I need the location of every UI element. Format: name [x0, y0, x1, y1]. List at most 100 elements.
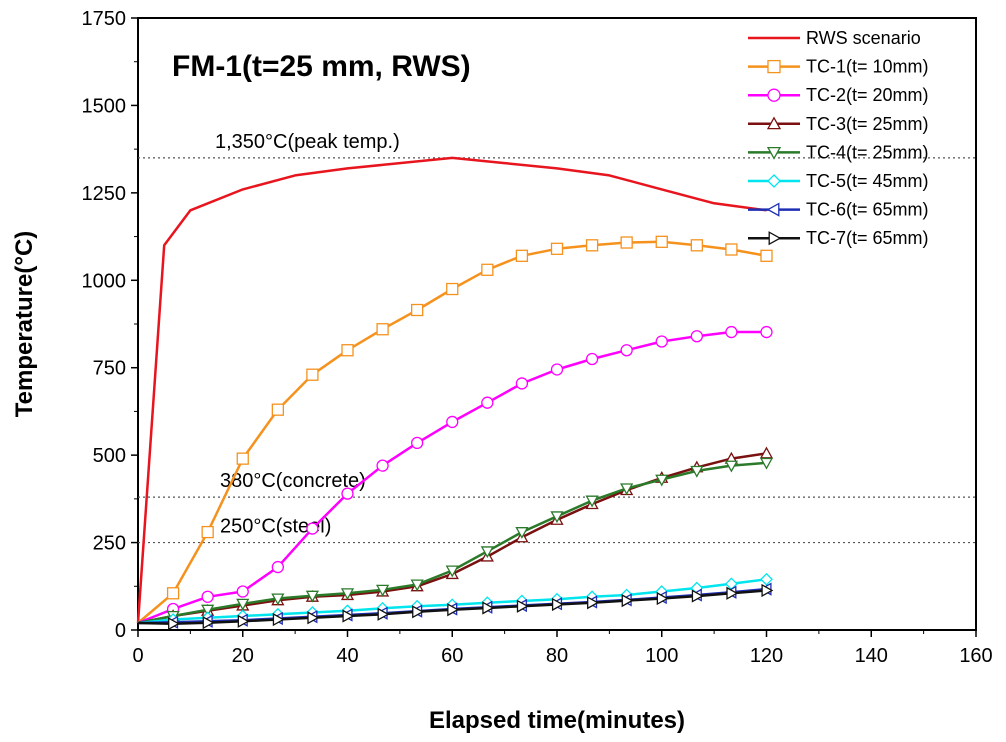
y-axis-title: Temperature(°C): [11, 231, 38, 418]
legend-item: TC-4(t= 25mm): [748, 142, 929, 162]
data-point: [585, 495, 599, 508]
data-point: [690, 239, 703, 252]
legend-item: RWS scenario: [748, 28, 921, 48]
legend-item: TC-7(t= 65mm): [748, 228, 929, 248]
data-point: [620, 483, 634, 496]
data-point: [411, 436, 424, 450]
data-point: [587, 596, 599, 610]
x-tick-label: 80: [546, 645, 568, 667]
y-tick-label: 1500: [82, 95, 127, 117]
data-point: [550, 242, 564, 255]
data-point: [341, 487, 354, 500]
data-point: [271, 593, 285, 606]
data-point: [446, 415, 459, 429]
legend-item: TC-2(t= 20mm): [748, 85, 929, 105]
legend-label: RWS scenario: [806, 28, 921, 48]
data-point: [271, 560, 284, 574]
data-point: [760, 572, 773, 586]
data-point: [447, 603, 460, 617]
reference-lines: 1,350°C(peak temp.) 380°C(concrete) 250°C(…: [138, 131, 976, 544]
series-6: [137, 572, 773, 626]
series-1: [136, 156, 767, 624]
y-tick-label: 0: [115, 620, 126, 642]
data-point: [585, 352, 599, 366]
series-2: [137, 235, 773, 624]
data-point: [446, 282, 459, 296]
x-axis-title: Elapsed time(minutes): [429, 707, 685, 734]
data-point: [271, 403, 284, 416]
data-point: [766, 202, 780, 217]
data-point: [759, 457, 774, 470]
data-point: [516, 599, 529, 613]
data-point: [307, 611, 320, 625]
data-point: [515, 527, 529, 539]
y-tick-label: 500: [93, 445, 126, 467]
data-point: [585, 239, 599, 252]
reference-line-label: 380°C(concrete): [220, 470, 366, 492]
legend-item: TC-5(t= 45mm): [748, 171, 929, 191]
data-point: [766, 116, 782, 130]
data-point: [412, 605, 424, 619]
legend-label: TC-5(t= 45mm): [806, 171, 929, 191]
data-point: [272, 612, 285, 627]
x-tick-label: 0: [132, 645, 143, 667]
series-3: [137, 325, 773, 625]
reference-line-label: 250°C(steel): [220, 516, 331, 538]
x-tick-label: 60: [441, 645, 463, 667]
data-point: [550, 363, 564, 376]
data-point: [656, 591, 669, 606]
data-point: [726, 586, 739, 600]
data-point: [376, 323, 389, 336]
legend-label: TC-2(t= 20mm): [806, 85, 929, 105]
y-tick-label: 250: [93, 533, 126, 555]
data-point: [725, 325, 738, 339]
data-point: [760, 325, 773, 339]
x-tick-label: 140: [855, 645, 888, 667]
legend: RWS scenario TC-1(t= 10mm) TC-2(t= 20mm) TC…: [748, 28, 929, 248]
data-point: [166, 587, 180, 600]
data-point: [551, 597, 564, 612]
data-point: [306, 368, 319, 381]
chart-title: FM-1(t=25 mm, RWS): [172, 50, 471, 83]
data-point: [410, 579, 424, 592]
y-tick-label: 1000: [82, 270, 127, 292]
data-point: [376, 459, 389, 472]
legend-label: TC-6(t= 65mm): [806, 200, 929, 220]
y-tick-label: 750: [93, 358, 126, 380]
x-tick-label: 100: [645, 645, 678, 667]
data-point: [201, 525, 214, 539]
legend-label: TC-3(t= 25mm): [806, 114, 929, 134]
data-point: [760, 249, 773, 262]
x-tick-label: 120: [750, 645, 783, 667]
data-point: [480, 546, 494, 559]
x-axis: 0 20 40 60 80 100 120 140 160: [132, 630, 993, 667]
data-point: [306, 522, 319, 535]
data-point: [168, 617, 180, 631]
y-tick-label: 1750: [82, 8, 127, 30]
data-point: [445, 565, 459, 578]
data-point: [767, 174, 781, 188]
data-point: [236, 598, 250, 611]
data-point: [481, 263, 494, 276]
x-tick-label: 160: [959, 645, 992, 667]
legend-item: TC-1(t= 10mm): [748, 57, 929, 77]
legend-label: TC-1(t= 10mm): [806, 57, 929, 77]
data-point: [201, 590, 214, 603]
data-point: [690, 330, 703, 343]
data-point: [482, 601, 495, 615]
data-point: [655, 235, 668, 248]
series-layer: [136, 156, 774, 631]
legend-item: TC-3(t= 25mm): [748, 114, 929, 134]
data-point: [621, 594, 634, 608]
data-point: [767, 59, 781, 74]
data-point: [481, 396, 494, 409]
data-point: [377, 607, 390, 621]
data-point: [766, 146, 782, 160]
series-8: [137, 583, 774, 631]
data-point: [550, 511, 564, 524]
data-point: [767, 88, 781, 102]
data-point: [691, 589, 704, 603]
data-point: [411, 303, 424, 317]
data-point: [340, 588, 355, 601]
